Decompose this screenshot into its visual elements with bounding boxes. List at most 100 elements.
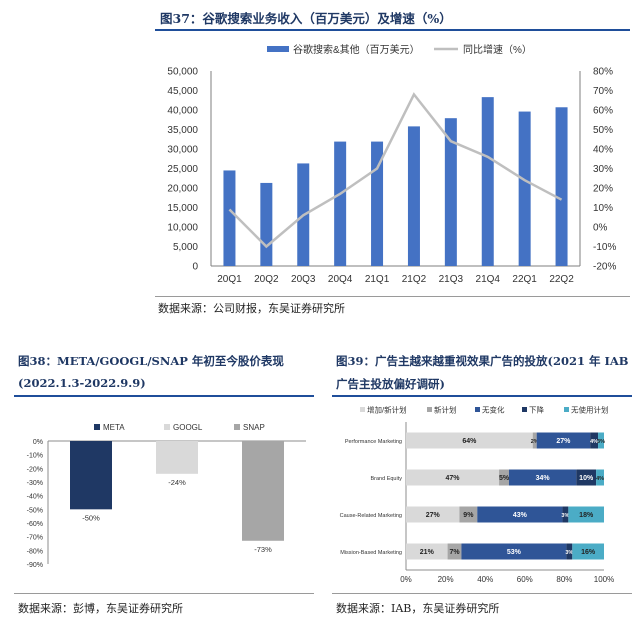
stacked-segment (459, 506, 478, 523)
fig37-title: 图37：谷歌搜索业务收入（百万美元）及增速（%） (160, 11, 452, 26)
y-axis-tick-label: -70% (27, 535, 43, 542)
revenue-bar (481, 97, 494, 266)
x-axis-tick-label: 80% (556, 575, 572, 584)
fig38-title-rule (14, 395, 314, 397)
bar-meta (70, 441, 112, 510)
legend-swatch-meta (94, 424, 100, 430)
bar-snap (242, 441, 284, 541)
left-axis-tick-label: 30,000 (167, 145, 198, 156)
legend-label-series: 增加/新计划 (367, 405, 407, 415)
y-axis-tick-label: 0% (33, 439, 43, 446)
left-axis-tick-label: 20,000 (167, 184, 198, 195)
segment-label: 27% (426, 512, 441, 519)
fig39-title-line1: 图39：广告主越来越重视效果广告的投放(2021 年 IAB (336, 354, 629, 368)
stacked-segment (477, 506, 563, 523)
segment-label: 18% (579, 512, 594, 519)
x-axis-tick-label: 60% (517, 575, 533, 584)
legend-swatch-series (522, 407, 527, 412)
fig39-title-line2: 广告主投放偏好调研) (336, 377, 445, 391)
segment-label: 53% (507, 549, 522, 556)
y-axis-tick-label: -40% (27, 494, 43, 501)
fig37-source: 数据来源：公司财报，东吴证券研究所 (158, 302, 345, 315)
category-label: Cause-Related Marketing (340, 513, 402, 519)
stacked-segment (406, 469, 500, 486)
legend-swatch-series (360, 407, 365, 412)
fig39-source: 数据来源：IAB，东吴证券研究所 (336, 602, 500, 615)
left-axis-tick-label: 15,000 (167, 203, 198, 214)
x-axis-tick-label: 20Q2 (254, 274, 279, 285)
x-axis-tick-label: 100% (594, 575, 614, 584)
legend-swatch-series (564, 407, 569, 412)
segment-label: 3% (565, 550, 573, 556)
right-axis-tick-label: 80% (593, 67, 613, 78)
fig39-chart: 增加/新计划 新计划 无变化 下降 无使用计划 0% 20% 40% 60% 80% 100% Per… (340, 405, 615, 585)
right-axis-tick-label: 30% (593, 164, 613, 175)
y-axis-tick-label: -10% (27, 453, 43, 460)
stacked-segment (598, 432, 604, 449)
revenue-bar (518, 111, 531, 266)
y-axis-tick-label: -90% (27, 562, 43, 569)
fig38-chart: META GOOGL SNAP 0% -10% -20% -30% -40% -50% -60% -… (27, 423, 306, 569)
fig38-source-rule (14, 593, 314, 594)
legend-label-snap: SNAP (243, 423, 265, 432)
left-axis-tick-label: 10,000 (167, 223, 198, 234)
fig39-title-rule (332, 395, 632, 397)
stacked-segment (562, 506, 569, 523)
x-axis-tick-label: 21Q4 (476, 274, 501, 285)
x-axis-tick-label: 0% (400, 575, 412, 584)
segment-label: 5% (499, 475, 510, 482)
stacked-segment (406, 543, 448, 560)
x-axis-tick-label: 22Q2 (549, 274, 574, 285)
x-axis-tick-label: 21Q1 (365, 274, 390, 285)
segment-label: 47% (446, 475, 461, 482)
x-axis-tick-label: 21Q2 (402, 274, 427, 285)
segment-label: 2% (531, 439, 539, 445)
x-axis-tick-label: 40% (477, 575, 493, 584)
fig37-title-rule (155, 29, 630, 31)
revenue-bar (334, 141, 347, 266)
y-axis-tick-label: -30% (27, 480, 43, 487)
left-axis-tick-label: 0 (192, 262, 198, 273)
stacked-segment (536, 432, 591, 449)
revenue-bar (371, 141, 384, 266)
y-axis-tick-label: -50% (27, 507, 43, 514)
fig38-source: 数据来源：彭博，东吴证券研究所 (18, 602, 183, 615)
right-axis-tick-label: 60% (593, 106, 613, 117)
data-label-snap: -73% (254, 545, 272, 554)
x-axis-tick-label: 20Q4 (328, 274, 353, 285)
legend-label-googl: GOOGL (173, 423, 203, 432)
segment-label: 21% (420, 549, 435, 556)
revenue-bar (260, 182, 273, 266)
legend-swatch-series (427, 407, 432, 412)
segment-label: 10% (579, 475, 594, 482)
y-axis-tick-label: -60% (27, 521, 43, 528)
segment-label: 3% (561, 513, 569, 519)
revenue-bar (444, 118, 457, 266)
left-axis-tick-label: 45,000 (167, 86, 198, 97)
right-axis-tick-label: 10% (593, 203, 613, 214)
category-label: Mission-Based Marketing (340, 550, 402, 556)
stacked-segment (447, 543, 462, 560)
segment-label: 7% (449, 549, 460, 556)
right-axis-tick-label: 50% (593, 125, 613, 136)
category-label: Brand Equity (371, 476, 403, 482)
left-axis-tick-label: 5,000 (173, 242, 198, 253)
stacked-segment (590, 432, 599, 449)
data-label-meta: -50% (82, 513, 100, 522)
legend-swatch-series (475, 407, 480, 412)
bar-googl (156, 441, 198, 474)
right-axis-tick-label: 20% (593, 184, 613, 195)
segment-label: 34% (536, 475, 551, 482)
stacked-segment (568, 506, 604, 523)
legend-label-series: 无使用计划 (571, 405, 609, 415)
left-axis-tick-label: 25,000 (167, 164, 198, 175)
legend-label-series: 无变化 (482, 405, 505, 415)
fig38-title-line2: (2022.1.3-2022.9.9) (18, 376, 146, 390)
segment-label: 64% (462, 438, 477, 445)
fig39-source-rule (332, 593, 632, 594)
legend-swatch-snap (234, 424, 240, 430)
y-axis-tick-label: -80% (27, 548, 43, 555)
right-axis-tick-label: -10% (593, 242, 616, 253)
segment-label: 4% (590, 439, 598, 445)
legend-label-meta: META (103, 423, 125, 432)
